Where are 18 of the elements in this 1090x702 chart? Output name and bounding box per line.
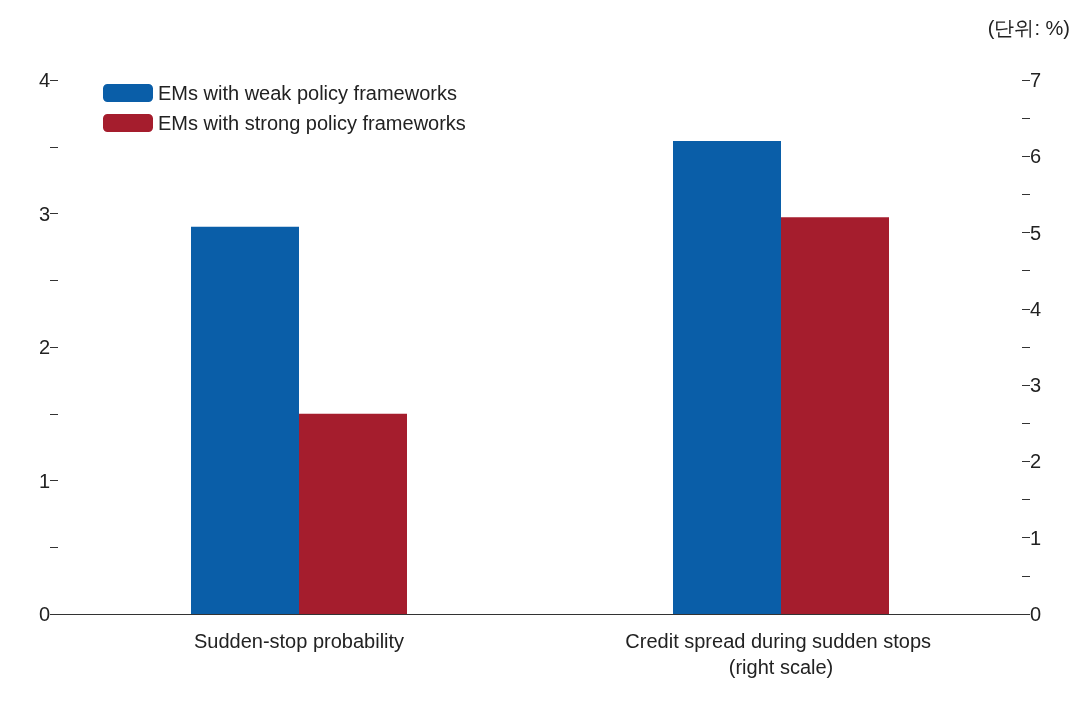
- y-tick-label: 3: [38, 202, 50, 225]
- y2-tick-label: 3: [1030, 374, 1042, 397]
- y-tick-label: 2: [38, 336, 50, 358]
- y2-tick-label: 4: [1030, 297, 1042, 320]
- x-tick-label: Credit spread during sudden stops (right scale): [625, 630, 937, 678]
- y2-tick-label: 2: [1030, 450, 1042, 473]
- legend-label: EMs with weak policy frameworks: [158, 82, 457, 104]
- text: (단위: %): [987, 17, 1070, 39]
- y2-tick-label: 0: [1030, 603, 1042, 625]
- y2-tick-label: 1: [1030, 526, 1042, 549]
- y2-tick-label: 6: [1030, 145, 1042, 168]
- y2-tick-label: 5: [1030, 221, 1042, 244]
- y-tick-label: 1: [38, 469, 50, 492]
- y-tick-label: 0: [38, 603, 50, 625]
- y-tick-label: 4: [38, 69, 50, 91]
- x-tick-label: Sudden-stop probability: [193, 630, 405, 652]
- legend-label: EMs with strong policy frameworks: [158, 112, 466, 134]
- y2-tick-label: 7: [1030, 69, 1042, 91]
